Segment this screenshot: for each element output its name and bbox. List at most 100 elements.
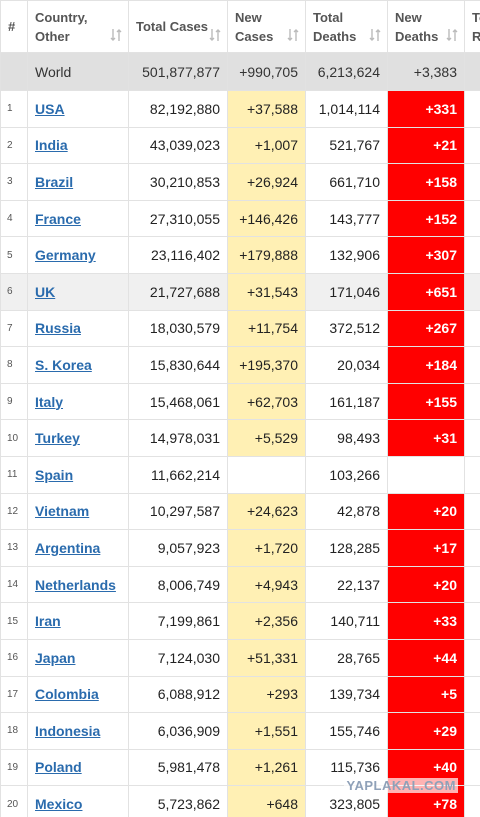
country-link[interactable]: Spain	[35, 466, 74, 483]
country-link[interactable]: Turkey	[35, 430, 80, 447]
cell: 5,981,478	[128, 748, 228, 787]
cell: +651	[387, 272, 465, 311]
header-cell[interactable]: Total Cases	[128, 0, 228, 53]
country-link[interactable]: Poland	[35, 759, 82, 776]
header-cell[interactable]: Total Deaths	[305, 0, 388, 53]
header-cell[interactable]: New Cases	[227, 0, 306, 53]
header-label: New Cases	[235, 9, 274, 44]
cell: 23,116,402	[128, 236, 228, 274]
country-link[interactable]: France	[35, 210, 81, 227]
cell	[464, 529, 480, 567]
country-link[interactable]: Colombia	[35, 686, 99, 703]
country-cell: Argentina	[27, 529, 129, 567]
header-label: Total Cases	[136, 19, 209, 34]
cell: 20,034	[305, 346, 388, 384]
cell: +62,703	[227, 382, 306, 421]
country-link[interactable]: Iran	[35, 613, 61, 630]
cell: +331	[387, 90, 465, 128]
cell: +1,261	[227, 748, 306, 787]
cell: 171,046	[305, 272, 388, 311]
header-row: # Country, Other Total Cases New Cases Total…	[0, 0, 480, 53]
cell: 8	[0, 346, 28, 384]
cell: 15	[0, 602, 28, 640]
cell: +11,754	[227, 309, 306, 348]
row-number	[0, 52, 28, 91]
data-row: 13 Argentina 9,057,923 +1,720 128,285 +17	[0, 529, 480, 567]
country-link[interactable]: India	[35, 137, 68, 154]
country-link[interactable]: Italy	[35, 393, 64, 410]
cell: +37,588	[227, 90, 306, 128]
cell: 10,297,587	[128, 492, 228, 531]
cell: +2,356	[227, 602, 306, 640]
cell: 17	[0, 675, 28, 714]
header-cell[interactable]: New Deaths	[387, 0, 465, 53]
header-cell: To R	[464, 0, 480, 53]
cell: +26,924	[227, 163, 306, 201]
cell: 10	[0, 419, 28, 457]
country-link[interactable]: S. Korea	[35, 356, 92, 373]
data-row: 3 Brazil 30,210,853 +26,924 661,710 +158	[0, 163, 480, 201]
cell: 103,266	[305, 455, 388, 494]
cell	[464, 638, 480, 677]
cell: +20	[387, 492, 465, 531]
country-cell: Iran	[27, 602, 129, 640]
country-cell: UK	[27, 272, 129, 311]
cell: 16	[0, 638, 28, 677]
country-link[interactable]: Indonesia	[35, 722, 101, 739]
cell: 6	[0, 272, 28, 311]
country-link[interactable]: Russia	[35, 320, 81, 337]
cell: 5,723,862	[128, 785, 228, 817]
country-link[interactable]: Japan	[35, 649, 76, 666]
cell: +307	[387, 236, 465, 274]
cell: 7,124,030	[128, 638, 228, 677]
cell: +29	[387, 712, 465, 750]
data-row: 16 Japan 7,124,030 +51,331 28,765 +44	[0, 638, 480, 677]
sort-icon	[287, 29, 299, 41]
country-link[interactable]: UK	[35, 283, 56, 300]
cell: 139,734	[305, 675, 388, 714]
country-link[interactable]: Mexico	[35, 796, 83, 813]
country-link[interactable]: Netherlands	[35, 576, 116, 593]
cell: 9,057,923	[128, 529, 228, 567]
cell: 18	[0, 712, 28, 750]
cell	[464, 236, 480, 274]
country-cell: Russia	[27, 309, 129, 348]
cell: +44	[387, 638, 465, 677]
data-row: 2 India 43,039,023 +1,007 521,767 +21	[0, 126, 480, 165]
country-cell: Mexico	[27, 785, 129, 817]
cell: 132,906	[305, 236, 388, 274]
country-link[interactable]: USA	[35, 100, 65, 117]
country-cell: S. Korea	[27, 346, 129, 384]
cell: 521,767	[305, 126, 388, 165]
header-label: #	[8, 19, 16, 34]
country-link[interactable]: Argentina	[35, 539, 101, 556]
cell: 661,710	[305, 163, 388, 201]
data-row: 8 S. Korea 15,830,644 +195,370 20,034 +184	[0, 346, 480, 384]
data-row: 4 France 27,310,055 +146,426 143,777 +152	[0, 199, 480, 238]
data-row: 6 UK 21,727,688 +31,543 171,046 +651	[0, 272, 480, 311]
watermark: YAPLAKAL.COM	[344, 778, 458, 793]
cell: 15,830,644	[128, 346, 228, 384]
header-cell: #	[0, 0, 28, 53]
data-row: 10 Turkey 14,978,031 +5,529 98,493 +31	[0, 419, 480, 457]
cell: 1	[0, 90, 28, 128]
cell: 143,777	[305, 199, 388, 238]
cell: +20	[387, 565, 465, 604]
country-link[interactable]: Germany	[35, 247, 96, 264]
cell: +5,529	[227, 419, 306, 457]
cell: 155,746	[305, 712, 388, 750]
cell: 19	[0, 748, 28, 787]
cell	[464, 199, 480, 238]
cell	[464, 346, 480, 384]
country-cell: Colombia	[27, 675, 129, 714]
cell: +5	[387, 675, 465, 714]
cell: 28,765	[305, 638, 388, 677]
cell: 30,210,853	[128, 163, 228, 201]
country-link[interactable]: Brazil	[35, 173, 74, 190]
country-cell: USA	[27, 90, 129, 128]
cell: 43,039,023	[128, 126, 228, 165]
country-link[interactable]: Vietnam	[35, 503, 90, 520]
country-cell: India	[27, 126, 129, 165]
